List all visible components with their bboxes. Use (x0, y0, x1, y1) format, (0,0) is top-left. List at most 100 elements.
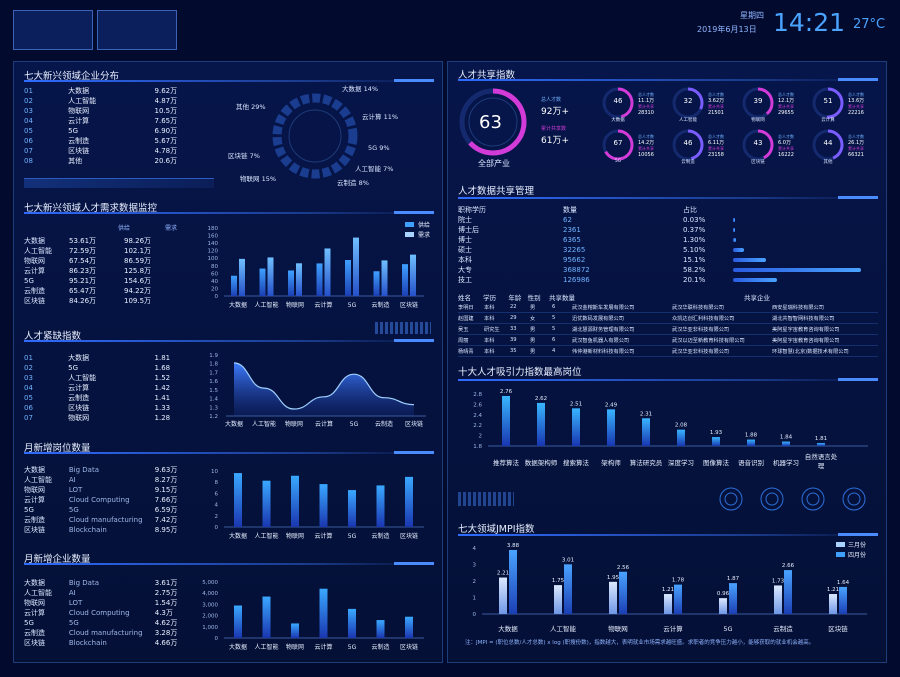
mgmt-row[interactable]: 博士后 2361 0.37% (458, 225, 878, 235)
jmpi-bar-mar (774, 585, 782, 614)
share-item[interactable]: 32 人工智能 总人才数 3.62万 累计共享 21501 (670, 86, 740, 126)
list-cell: Cloud manufacturing (68, 516, 143, 524)
list-item[interactable]: 01 大数据 1.81 (24, 353, 184, 363)
list-item[interactable]: 大数据 Big Data 9.63万 (24, 465, 184, 475)
person-row[interactable]: 赵国建 本科 29 女 5 迅优数码发展有限公司 众凯达创汇利科技有限公司 湖北共智智网科技有… (458, 313, 878, 324)
urgent-ytick: 1.9 (209, 353, 218, 359)
ent-xtick: 物联网 (286, 643, 304, 651)
list-item[interactable]: 06 云制造 5.67万 (24, 136, 184, 146)
list-item[interactable]: 人工智能 72.59万 102.1万 (24, 246, 194, 256)
person-hcell: 性别 (527, 294, 541, 302)
mgmt-row[interactable]: 博士 6365 1.30% (458, 235, 878, 245)
share-item[interactable]: 67 5G 总人才数 14.2万 累计共享 10056 (600, 128, 670, 168)
mgmt-row[interactable]: 院士 62 0.03% (458, 215, 878, 225)
list-item[interactable]: 物联网 LOT 9.15万 (24, 485, 184, 495)
list-item[interactable]: 03 物联网 10.5万 (24, 106, 184, 116)
person-row[interactable]: 杨晴青 本科 35 男 4 伟仲港新材料科技有限公司 武汉华亚非科技有限公司 环球智慧(北京)… (458, 346, 878, 357)
list-item[interactable]: 07 物联网 1.28 (24, 413, 184, 423)
person-row[interactable]: 吴玉 研究生 33 男 5 湖北慧源财务管理有限公司 武汉华亚非科技有限公司 美阿星宇宙教育咨… (458, 324, 878, 335)
mgmt-row[interactable]: 大专 368872 58.2% (458, 265, 878, 275)
jmpi-bar-mar (554, 585, 562, 614)
list-item[interactable]: 人工智能 AI 2.75万 (24, 588, 184, 598)
list-cell: 1.41 (154, 394, 171, 402)
list-item[interactable]: 云制造 Cloud manufacturing 7.42万 (24, 515, 184, 525)
mini-shared: 28310 (638, 110, 654, 116)
top10-value: 2.08 (675, 423, 688, 429)
jmpi-val-mar: 2.21 (497, 571, 509, 577)
list-cell: 1.42 (154, 384, 171, 392)
share-shared: 61万+ (541, 136, 569, 146)
demand-bar-supply (373, 271, 380, 296)
job-xtick: 物联网 (286, 532, 304, 540)
share-item[interactable]: 39 物联网 总人才数 12.1万 累计共享 29655 (740, 86, 810, 126)
list-item[interactable]: 5G 5G 4.62万 (24, 618, 184, 628)
list-item[interactable]: 云制造 65.47万 94.22万 (24, 286, 194, 296)
thumbnail-1[interactable] (13, 10, 93, 50)
list-item[interactable]: 08 其他 20.6万 (24, 156, 184, 166)
list-cell: 8.95万 (154, 526, 178, 534)
list-item[interactable]: 云计算 Cloud Computing 7.66万 (24, 495, 184, 505)
demand-bar-supply (288, 270, 294, 296)
person-table[interactable]: 姓名 学历 年龄 性别 共享数量 共享企业 李明日 本科 22 男 6 武汉金榕斯车发展有限公司 武汉华… (458, 292, 878, 357)
person-row[interactable]: 周丽 本科 39 男 6 武汉智鱼机器人有限公司 武汉以迈至新教育科技有限公司 美阿星宇宙教育… (458, 335, 878, 346)
person-cell: 武汉智鱼机器人有限公司 (572, 337, 630, 344)
list-item[interactable]: 05 云制造 1.41 (24, 393, 184, 403)
list-item[interactable]: 人工智能 AI 8.27万 (24, 475, 184, 485)
top10-xtick: 语音识别 (738, 458, 764, 467)
list-item[interactable]: 云计算 86.23万 125.8万 (24, 266, 194, 276)
list-item[interactable]: 大数据 Big Data 3.61万 (24, 578, 184, 588)
share-item[interactable]: 43 区块链 总人才数 6.0万 累计共享 16222 (740, 128, 810, 168)
list-item[interactable]: 大数据 53.61万 98.26万 (24, 236, 194, 246)
list-item[interactable]: 区块链 Blockchain 8.95万 (24, 525, 184, 535)
mgmt-cell: 32265 (563, 246, 586, 254)
list-item[interactable]: 06 区块链 1.33 (24, 403, 184, 413)
list-item[interactable]: 区块链 Blockchain 4.66万 (24, 638, 184, 648)
list-item[interactable]: 03 人工智能 1.52 (24, 373, 184, 383)
mini-shared: 23158 (708, 152, 724, 158)
person-row[interactable]: 李明日 本科 22 男 6 武汉金榕斯车发展有限公司 武汉华联科技有限公司 西安星瑞科技有限公… (458, 302, 878, 313)
mini-value: 43 (753, 139, 763, 147)
ent-xtick: 云计算 (314, 643, 332, 651)
list-cell: 物联网 (24, 486, 45, 494)
person-header: 姓名 学历 年龄 性别 共享数量 共享企业 (458, 292, 878, 302)
list-item[interactable]: 云制造 Cloud manufacturing 3.28万 (24, 628, 184, 638)
ent-bar (234, 605, 242, 638)
list-cell: 2.75万 (154, 589, 178, 597)
jmpi-val-apr: 1.87 (727, 576, 740, 582)
share-item[interactable]: 46 大数据 总人才数 11.1万 累计共享 28310 (600, 86, 670, 126)
jmpi-xtick: 云计算 (663, 624, 683, 633)
ent-ytick: 3,000 (202, 602, 218, 608)
list-item[interactable]: 5G 5G 6.59万 (24, 505, 184, 515)
mgmt-row[interactable]: 本科 95662 15.1% (458, 255, 878, 265)
ring-label: 人工智能 7% (355, 164, 393, 173)
list-cell: 94.22万 (124, 287, 152, 295)
list-item[interactable]: 物联网 LOT 1.54万 (24, 598, 184, 608)
list-item[interactable]: 04 云计算 1.42 (24, 383, 184, 393)
list-item[interactable]: 05 5G 6.90万 (24, 126, 184, 136)
list-item[interactable]: 物联网 67.54万 86.59万 (24, 256, 194, 266)
list-item[interactable]: 区块链 84.26万 109.5万 (24, 296, 194, 306)
list-item[interactable]: 01 大数据 9.62万 (24, 86, 184, 96)
list-cell: 95.21万 (69, 277, 97, 285)
share-item[interactable]: 46 云制造 总人才数 6.11万 累计共享 23158 (670, 128, 740, 168)
jmpi-note: 注：JMPI = (职位总数/人才总数) x log (职搜份数)，指数越大，表… (465, 640, 815, 646)
list-item[interactable]: 07 区块链 4.78万 (24, 146, 184, 156)
mini-label: 大数据 (611, 118, 625, 123)
list-item[interactable]: 02 人工智能 4.87万 (24, 96, 184, 106)
share-item[interactable]: 51 云计算 总人才数 13.6万 累计共享 22216 (810, 86, 880, 126)
mini-shared-label: 累计共享 (848, 146, 864, 151)
list-item[interactable]: 5G 95.21万 154.6万 (24, 276, 194, 286)
list-item[interactable]: 04 云计算 7.65万 (24, 116, 184, 126)
share-item[interactable]: 44 其他 总人才数 26.1万 累计共享 66321 (810, 128, 880, 168)
mgmt-row[interactable]: 硕士 32265 5.10% (458, 245, 878, 255)
list-item[interactable]: 02 5G 1.68 (24, 363, 184, 373)
list-cell: 07 (24, 414, 33, 422)
list-cell: 20.6万 (154, 157, 178, 165)
urgent-xtick: 物联网 (285, 420, 303, 428)
list-cell: 84.26万 (69, 297, 97, 305)
mgmt-row[interactable]: 技工 126986 20.1% (458, 275, 878, 285)
list-item[interactable]: 云计算 Cloud Computing 4.3万 (24, 608, 184, 618)
jmpi-val-apr: 3.01 (562, 557, 574, 563)
thumbnail-2[interactable] (97, 10, 177, 50)
